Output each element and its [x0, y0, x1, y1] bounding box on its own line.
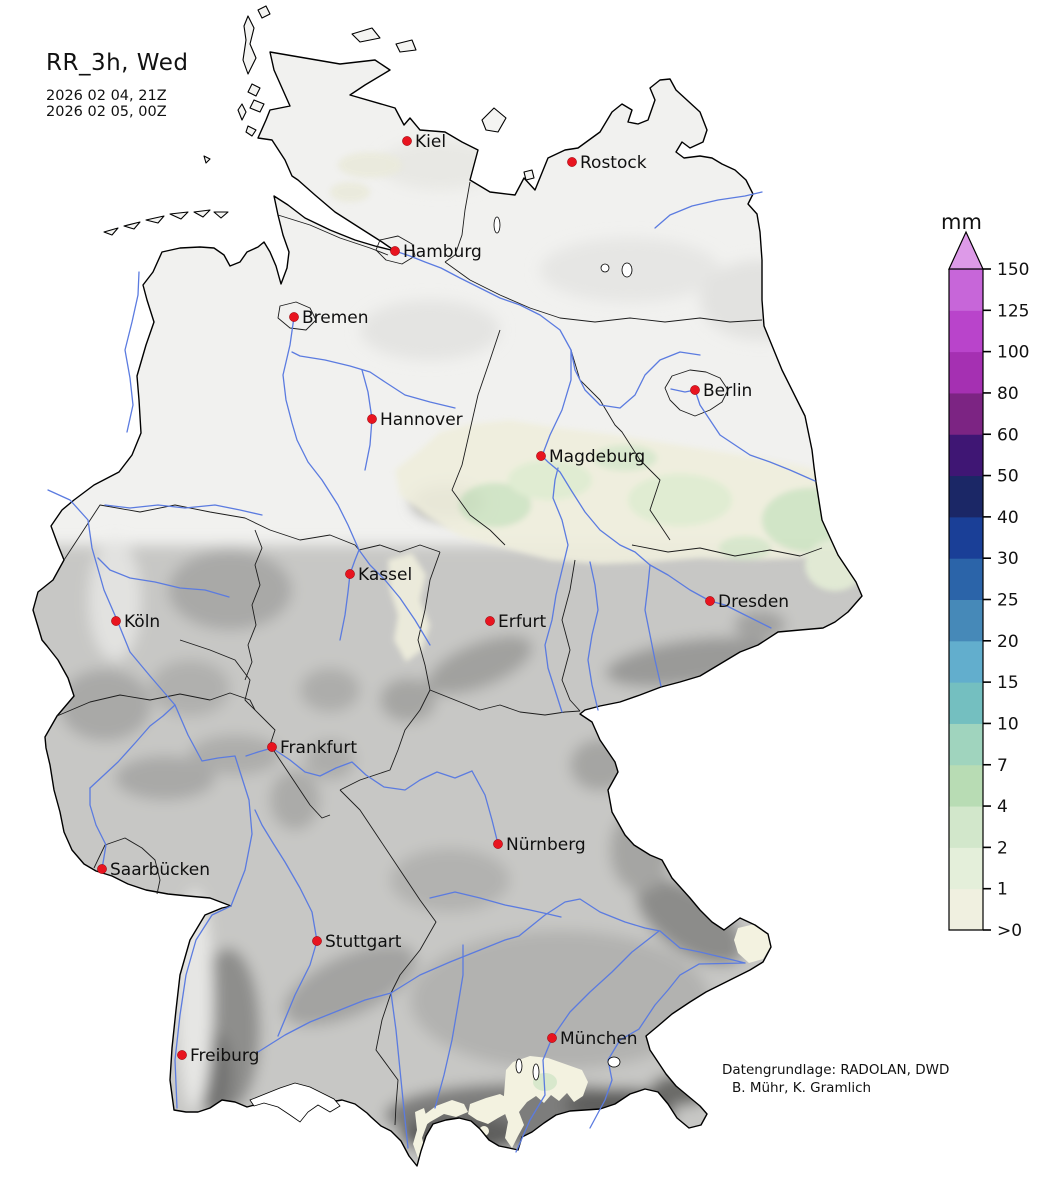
colorbar-segment [949, 558, 983, 600]
valid-period: 2026 02 04, 21Z 2026 02 05, 00Z [46, 88, 188, 120]
colorbar-segment [949, 517, 983, 559]
city-marker [567, 157, 576, 166]
colorbar-tick-label: 80 [997, 384, 1019, 404]
colorbar-tick-label: 25 [997, 591, 1019, 611]
city-label: Rostock [580, 153, 647, 173]
city-marker [345, 569, 354, 578]
colorbar-segment [949, 600, 983, 642]
city-label: München [560, 1029, 638, 1049]
city-label: Magdeburg [549, 447, 645, 467]
city-label: Erfurt [498, 612, 546, 632]
colorbar-tick-label: 125 [997, 301, 1029, 321]
colorbar-segment [949, 393, 983, 435]
colorbar-tick-label: 30 [997, 549, 1019, 569]
city-marker [97, 864, 106, 873]
city-marker [536, 451, 545, 460]
colorbar-tick-label: 10 [997, 714, 1019, 734]
colorbar-segment [949, 723, 983, 765]
city-marker [177, 1050, 186, 1059]
colorbar-scale: >0 1 2 4 7 10 15 20 25 30 40 50 60 80 100 125 150 [935, 208, 1050, 958]
city-marker [267, 742, 276, 751]
city-label: Hannover [380, 410, 463, 430]
city-marker [402, 136, 411, 145]
germany-map: Kiel Rostock Hamburg Bremen Berlin Hannover Ma… [0, 0, 1053, 1185]
date-from: 2026 02 04, 21Z [46, 88, 188, 104]
date-to: 2026 02 05, 00Z [46, 104, 188, 120]
colorbar-segment [949, 434, 983, 476]
colorbar-tick-label: 1 [997, 880, 1008, 900]
city-label: Frankfurt [280, 738, 357, 758]
city-label: Kiel [415, 132, 446, 152]
city-label: Hamburg [403, 242, 482, 262]
colorbar-tick-label: 2 [997, 838, 1008, 858]
city-marker [289, 312, 298, 321]
attribution-authors: B. Mühr, K. Gramlich [722, 1080, 949, 1098]
colorbar-tick-label: 100 [997, 343, 1029, 363]
colorbar-tick-label: 50 [997, 467, 1019, 487]
colorbar: mm >01247101520253040506080100125150 [935, 208, 1050, 958]
colorbar-segment [949, 682, 983, 724]
title-block: RR_3h, Wed 2026 02 04, 21Z 2026 02 05, 0… [46, 50, 188, 120]
city-label: Stuttgart [325, 932, 402, 952]
colorbar-tick-label: 15 [997, 673, 1019, 693]
city-marker [312, 936, 321, 945]
colorbar-segment [949, 310, 983, 352]
city-label: Berlin [703, 381, 752, 401]
city-label: Dresden [718, 592, 789, 612]
city-marker [493, 839, 502, 848]
weather-map-page: Kiel Rostock Hamburg Bremen Berlin Hannover Ma… [0, 0, 1053, 1185]
colorbar-tick-label: 7 [997, 756, 1008, 776]
colorbar-tick-label: 60 [997, 425, 1019, 445]
city-marker [547, 1033, 556, 1042]
page-title: RR_3h, Wed [46, 50, 188, 76]
city-marker [390, 246, 399, 255]
city-label: Köln [124, 612, 160, 632]
colorbar-arrow [949, 232, 983, 269]
attribution: Datengrundlage: RADOLAN, DWD B. Mühr, K.… [722, 1062, 949, 1097]
colorbar-segment [949, 847, 983, 889]
city-label: Freiburg [190, 1046, 259, 1066]
city-marker [367, 414, 376, 423]
colorbar-tick-label: >0 [997, 921, 1022, 941]
colorbar-tick-label: 40 [997, 508, 1019, 528]
colorbar-segment [949, 352, 983, 394]
colorbar-segment [949, 641, 983, 683]
colorbar-segment [949, 765, 983, 807]
colorbar-tick-label: 4 [997, 797, 1008, 817]
city-label: Nürnberg [506, 835, 586, 855]
city-label: Bremen [302, 308, 369, 328]
attribution-source: Datengrundlage: RADOLAN, DWD [722, 1062, 949, 1080]
colorbar-segment [949, 476, 983, 518]
colorbar-segment [949, 269, 983, 311]
colorbar-segment [949, 806, 983, 848]
colorbar-segment [949, 889, 983, 931]
colorbar-tick-label: 150 [997, 260, 1029, 280]
city-marker [111, 616, 120, 625]
city-marker [485, 616, 494, 625]
city-marker [705, 596, 714, 605]
city-marker [690, 385, 699, 394]
colorbar-tick-label: 20 [997, 632, 1019, 652]
city-label: Saarbücken [110, 860, 210, 880]
city-label: Kassel [358, 565, 412, 585]
